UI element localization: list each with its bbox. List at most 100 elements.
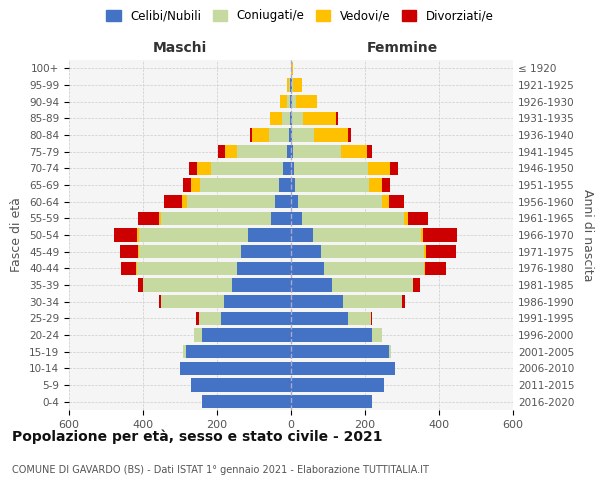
Bar [287,78,289,92]
Bar [320,245,424,258]
Bar [188,162,197,175]
Bar [291,295,343,308]
Bar [199,312,221,325]
Text: Femmine: Femmine [367,41,437,55]
Bar [143,278,232,291]
Bar [137,228,139,241]
Bar [194,328,202,342]
Y-axis label: Fasce di età: Fasce di età [10,198,23,272]
Bar [290,78,291,92]
Bar [269,128,289,141]
Bar [224,295,291,308]
Bar [302,212,404,225]
Text: Popolazione per età, sesso e stato civile - 2021: Popolazione per età, sesso e stato civil… [12,430,383,444]
Bar [161,212,271,225]
Bar [289,78,290,92]
Bar [159,295,161,308]
Bar [294,162,368,175]
Bar [389,345,391,358]
Bar [426,245,455,258]
Bar [291,162,294,175]
Bar [313,228,421,241]
Bar [425,262,446,275]
Bar [293,145,341,158]
Bar [291,362,395,375]
Bar [279,178,291,192]
Bar [407,212,428,225]
Bar [184,345,185,358]
Bar [232,278,291,291]
Bar [225,145,236,158]
Bar [289,128,291,141]
Bar [371,312,373,325]
Bar [291,395,373,408]
Bar [421,228,424,241]
Bar [292,78,293,92]
Bar [290,112,291,125]
Bar [341,145,367,158]
Bar [390,162,398,175]
Bar [291,178,295,192]
Bar [202,395,291,408]
Bar [218,145,225,158]
Bar [121,262,136,275]
Bar [290,95,291,108]
Text: Maschi: Maschi [153,41,207,55]
Bar [424,245,426,258]
Bar [291,78,292,92]
Bar [336,112,338,125]
Bar [314,128,347,141]
Bar [197,162,211,175]
Bar [292,62,293,75]
Bar [236,145,287,158]
Bar [196,312,199,325]
Legend: Celibi/Nubili, Coniugati/e, Vedovi/e, Divorziati/e: Celibi/Nubili, Coniugati/e, Vedovi/e, Di… [103,6,497,26]
Bar [291,145,293,158]
Bar [293,78,302,92]
Bar [404,212,407,225]
Bar [291,128,292,141]
Bar [191,178,200,192]
Bar [248,228,291,241]
Bar [347,128,352,141]
Bar [343,295,402,308]
Bar [368,162,390,175]
Bar [136,262,137,275]
Bar [241,245,291,258]
Bar [291,228,313,241]
Bar [280,95,287,108]
Bar [114,228,137,241]
Bar [180,362,291,375]
Text: COMUNE DI GAVARDO (BS) - Dati ISTAT 1° gennaio 2021 - Elaborazione TUTTITALIA.IT: COMUNE DI GAVARDO (BS) - Dati ISTAT 1° g… [12,465,429,475]
Bar [138,212,159,225]
Bar [275,195,291,208]
Bar [287,145,291,158]
Bar [185,345,291,358]
Bar [291,245,320,258]
Bar [138,245,139,258]
Bar [291,328,373,342]
Bar [283,112,290,125]
Bar [389,195,404,208]
Bar [298,195,382,208]
Bar [191,378,291,392]
Bar [325,262,424,275]
Bar [296,95,317,108]
Bar [164,195,182,208]
Bar [161,295,224,308]
Bar [291,278,332,291]
Bar [211,162,283,175]
Bar [159,212,161,225]
Bar [373,328,382,342]
Bar [424,228,457,241]
Bar [200,178,279,192]
Bar [291,312,349,325]
Bar [202,328,291,342]
Bar [221,312,291,325]
Bar [413,278,420,291]
Bar [238,262,291,275]
Bar [292,95,296,108]
Bar [292,112,303,125]
Bar [332,278,413,291]
Bar [291,112,292,125]
